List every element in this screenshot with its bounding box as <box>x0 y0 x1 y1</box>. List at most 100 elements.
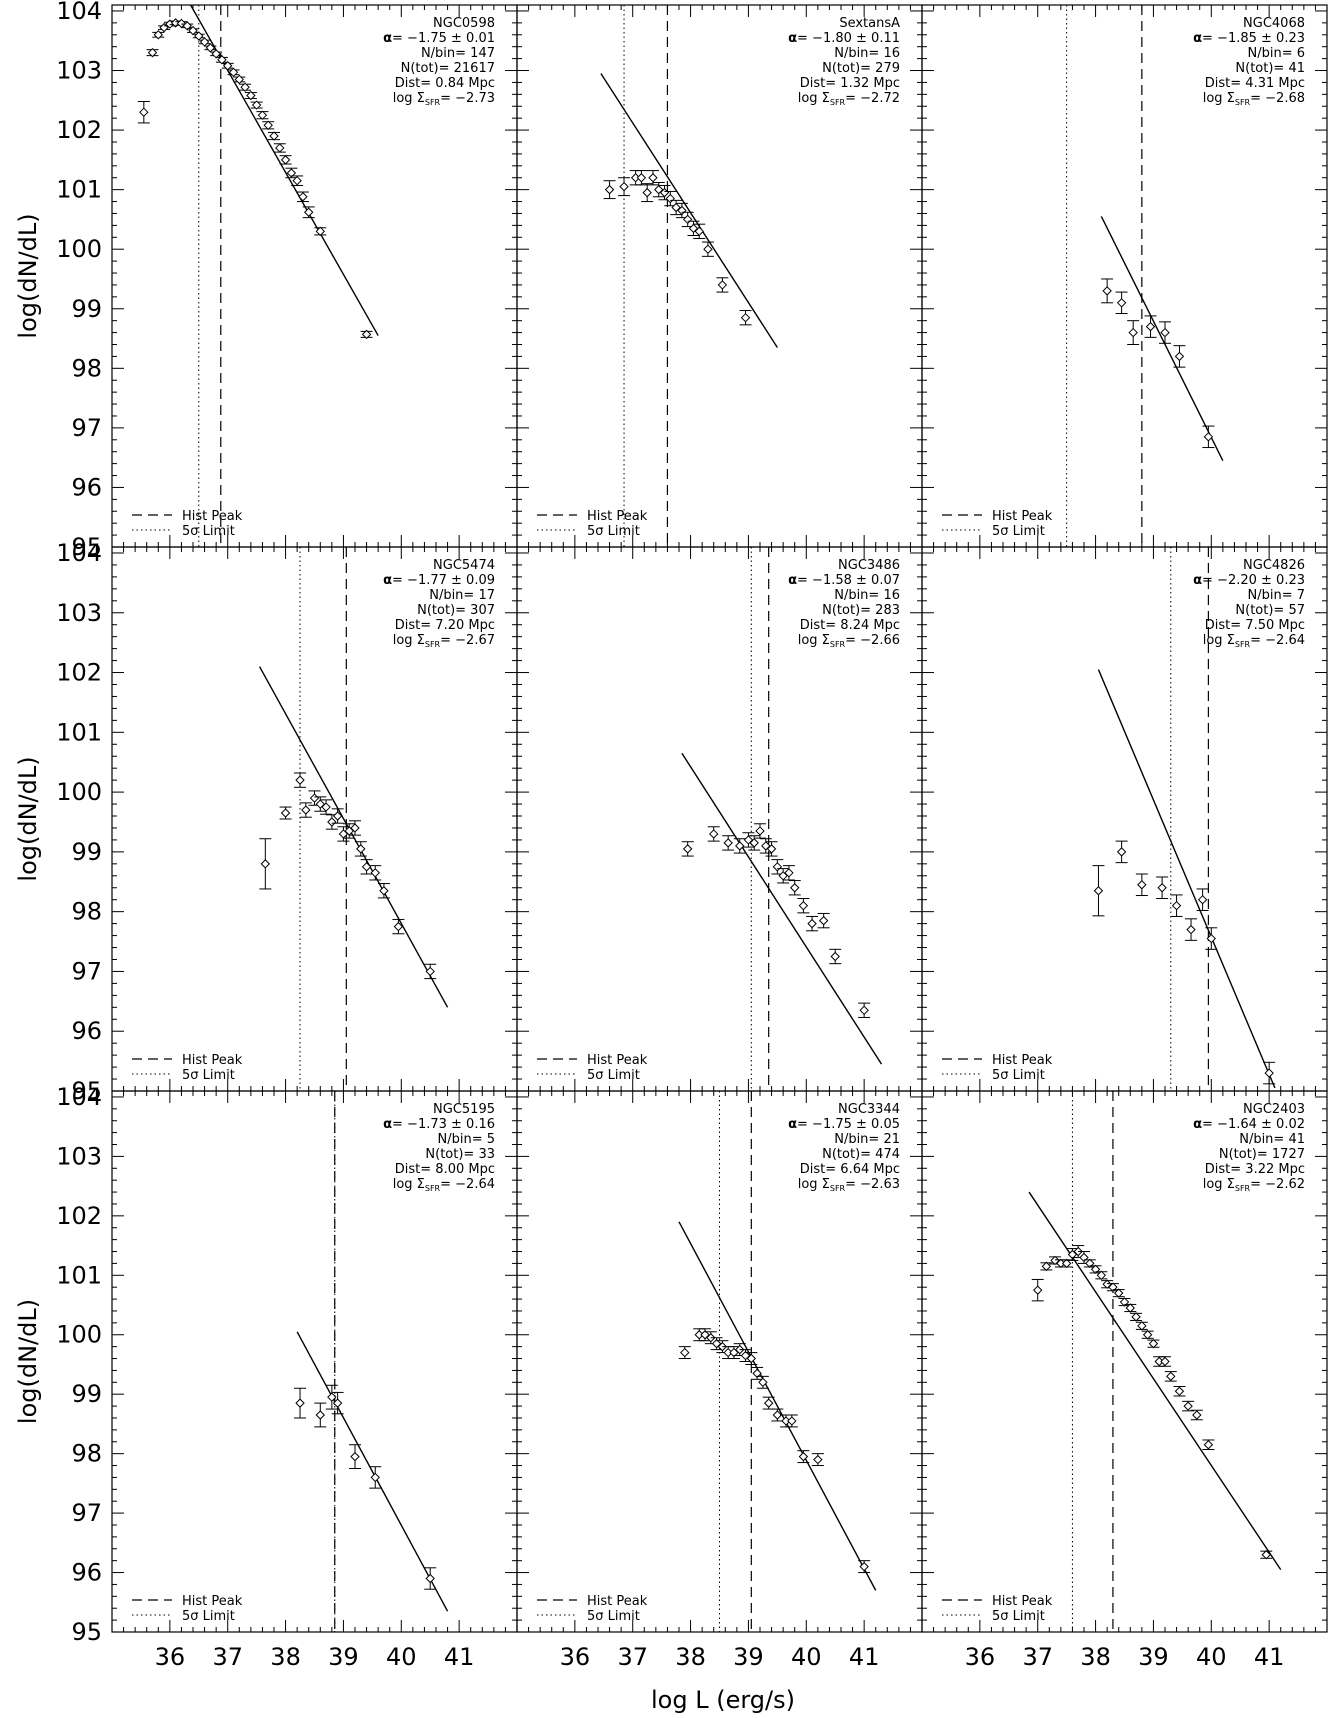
diamond-marker <box>351 1453 359 1461</box>
panel-ngc5195: 9596979899100101102103104log(dN/dL)36 37 3… <box>14 1083 517 1671</box>
dist-line: Dist= 8.24 Mpc <box>800 618 900 633</box>
diamond-marker <box>1138 1322 1146 1330</box>
diamond-marker <box>1103 287 1111 295</box>
legend-hist-peak-label: Hist Peak <box>992 1053 1053 1068</box>
data-layer <box>679 1222 876 1591</box>
data-point <box>618 178 630 196</box>
diamond-marker <box>814 1456 822 1464</box>
alpha-equals: = <box>797 573 812 588</box>
ntot-line-label: N(tot)= <box>425 1147 478 1162</box>
y-tick-label: 96 <box>71 1017 102 1045</box>
data-point <box>1142 1331 1154 1339</box>
x-tick-label: 36 <box>155 1643 186 1671</box>
diamond-marker <box>1187 926 1195 934</box>
x-tick-label: 40 <box>791 1643 822 1671</box>
data-point <box>1101 279 1113 303</box>
y-tick-label: 97 <box>71 957 102 985</box>
galaxy-name: NGC4068 <box>1243 16 1305 31</box>
y-tick-label: 98 <box>71 1440 102 1468</box>
alpha-symbol: α <box>383 1117 392 1132</box>
data-point <box>245 92 257 100</box>
dist-line-label: Dist= <box>800 76 841 91</box>
sfr-label: log Σ <box>393 91 425 106</box>
ntot-line: N(tot)= 307 <box>417 603 495 618</box>
dist-line-value: 8.00 Mpc <box>435 1162 495 1177</box>
dist-line-label: Dist= <box>395 76 436 91</box>
diamond-marker <box>1265 1069 1273 1077</box>
sfr-equals: = <box>845 633 860 648</box>
data-point <box>233 75 245 83</box>
y-tick-label: 99 <box>71 1380 102 1408</box>
ntot-line-value: 57 <box>1288 603 1305 618</box>
alpha-value: −1.75 ± 0.01 <box>407 31 495 46</box>
diamond-marker <box>140 108 148 116</box>
ntot-line: N(tot)= 279 <box>822 61 900 76</box>
x-tick-label: 37 <box>212 1643 243 1671</box>
x-tick-label: 41 <box>444 1643 475 1671</box>
sfr-equals: = <box>845 1177 860 1192</box>
x-tick-label: 41 <box>1254 1643 1285 1671</box>
nbin-line: N/bin= 21 <box>834 1132 900 1147</box>
data-layer <box>1029 1192 1281 1570</box>
y-tick-label: 100 <box>56 778 102 806</box>
diamond-marker <box>1199 896 1207 904</box>
data-point <box>262 121 274 129</box>
sfr-label: log Σ <box>1203 633 1235 648</box>
diamond-marker <box>620 183 628 191</box>
sfr-equals: = <box>1250 633 1265 648</box>
data-point <box>818 913 830 927</box>
sfr-subscript: SFR <box>425 1184 441 1193</box>
ntot-line-label: N(tot)= <box>822 61 875 76</box>
diamond-marker <box>756 827 764 835</box>
data-layer <box>682 753 882 1064</box>
nbin-line-label: N/bin= <box>437 1132 486 1147</box>
data-point <box>392 919 404 933</box>
data-layer <box>1101 216 1223 460</box>
diamond-marker <box>799 902 807 910</box>
ntot-line: N(tot)= 474 <box>822 1147 900 1162</box>
diamond-marker <box>264 121 272 129</box>
data-point <box>361 330 373 338</box>
sfr-line: log ΣSFR= −2.63 <box>798 1177 900 1193</box>
panel-annotation: NGC2403α= −1.64 ± 0.02N/bin= 41N(tot)= 1… <box>1193 1102 1305 1193</box>
diamond-marker <box>724 839 732 847</box>
dist-line-value: 0.84 Mpc <box>435 76 495 91</box>
alpha-line: α= −1.75 ± 0.01 <box>383 31 495 46</box>
sfr-equals: = <box>440 1177 455 1192</box>
data-point <box>280 156 292 164</box>
diamond-marker <box>1149 1340 1157 1348</box>
sfr-line: log ΣSFR= −2.64 <box>1203 633 1305 649</box>
dist-line-value: 7.20 Mpc <box>435 618 495 633</box>
power-law-fit-line <box>297 1332 447 1611</box>
data-point <box>1159 1357 1171 1367</box>
sfr-line: log ΣSFR= −2.67 <box>393 633 495 649</box>
legend-limit-label: 5σ Limit <box>992 1609 1045 1624</box>
alpha-line: α= −1.75 ± 0.05 <box>788 1117 900 1132</box>
data-point <box>268 132 280 140</box>
data-point <box>679 1347 691 1359</box>
diamond-marker <box>820 917 828 925</box>
sfr-value: −2.62 <box>1265 1177 1305 1192</box>
panel-annotation: NGC5195α= −1.73 ± 0.16N/bin= 5N(tot)= 33… <box>383 1102 495 1193</box>
galaxy-name: NGC2403 <box>1243 1102 1305 1117</box>
data-point <box>280 807 292 819</box>
sfr-label: log Σ <box>1203 1177 1235 1192</box>
nbin-line-value: 5 <box>487 1132 495 1147</box>
nbin-line-label: N/bin= <box>1239 1132 1288 1147</box>
legend-hist-peak-label: Hist Peak <box>587 1053 648 1068</box>
diamond-marker <box>276 144 284 152</box>
nbin-line-label: N/bin= <box>834 1132 883 1147</box>
y-tick-label: 104 <box>56 539 102 567</box>
alpha-equals: = <box>1202 573 1217 588</box>
dist-line-value: 7.50 Mpc <box>1245 618 1305 633</box>
y-tick-label: 99 <box>71 295 102 323</box>
panel-legend: Hist Peak5σ Limit <box>537 1594 648 1624</box>
sfr-subscript: SFR <box>830 640 846 649</box>
y-tick-label: 102 <box>56 116 102 144</box>
x-tick-label: 41 <box>849 1643 880 1671</box>
diamond-marker <box>282 156 290 164</box>
dist-line: Dist= 4.31 Mpc <box>1205 76 1305 91</box>
x-tick-label: 39 <box>328 1643 359 1671</box>
ntot-line: N(tot)= 33 <box>425 1147 495 1162</box>
sfr-value: −2.67 <box>455 633 495 648</box>
